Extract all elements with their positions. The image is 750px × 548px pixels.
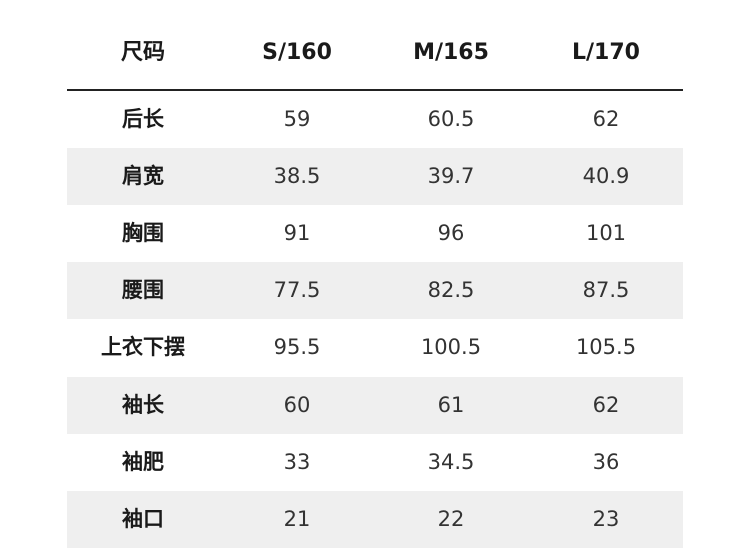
row-label: 胸围 — [122, 221, 164, 246]
header-s: S/160 — [262, 40, 332, 65]
row-value: 61 — [437, 392, 465, 417]
row-value: 60.5 — [427, 107, 475, 131]
header-l: L/170 — [572, 40, 640, 65]
table-row: 袖长 60 61 62 — [67, 376, 683, 434]
row-value: 60 — [283, 392, 311, 417]
row-value: 21 — [283, 506, 311, 531]
row-value: 100.5 — [420, 335, 482, 360]
table-row: 腰围 77.5 82.5 87.5 — [67, 262, 683, 320]
header-divider — [67, 89, 683, 91]
row-value: 95.5 — [273, 335, 321, 360]
row-value: 96 — [437, 221, 465, 246]
row-value: 23 — [592, 506, 620, 531]
row-value: 33 — [283, 449, 311, 474]
header-size: 尺码 — [120, 40, 165, 65]
row-label: 肩宽 — [122, 164, 164, 189]
row-label: 袖长 — [122, 392, 164, 417]
row-value: 62 — [592, 107, 620, 131]
table-row: 袖肥 33 34.5 36 — [67, 434, 683, 491]
row-value: 101 — [585, 221, 627, 246]
table-row: 肩宽 38.5 39.7 40.9 — [67, 148, 683, 206]
row-value: 62 — [592, 392, 620, 417]
row-label: 袖肥 — [122, 449, 164, 474]
row-value: 40.9 — [582, 164, 630, 189]
table-row: 后长 59 60.5 62 — [67, 91, 683, 148]
header-m: M/165 — [413, 40, 489, 65]
row-label: 腰围 — [122, 278, 164, 303]
row-value: 91 — [283, 221, 311, 246]
table-header: 尺码 S/160 M/165 L/170 — [67, 24, 683, 81]
table-row: 胸围 91 96 101 — [67, 205, 683, 262]
row-value: 87.5 — [582, 278, 630, 303]
table-row: 上衣下摆 95.5 100.5 105.5 — [67, 319, 683, 376]
row-value: 39.7 — [427, 164, 475, 189]
row-value: 105.5 — [575, 335, 637, 360]
row-value: 36 — [592, 449, 620, 474]
row-label: 上衣下摆 — [101, 335, 185, 360]
table-row: 袖口 21 22 23 — [67, 490, 683, 548]
row-label: 袖口 — [122, 506, 164, 531]
row-value: 59 — [283, 107, 311, 131]
row-value: 38.5 — [273, 164, 321, 189]
row-value: 82.5 — [427, 278, 475, 303]
row-value: 22 — [437, 506, 465, 531]
row-value: 77.5 — [273, 278, 321, 303]
row-value: 34.5 — [427, 449, 475, 474]
row-label: 后长 — [122, 107, 164, 131]
